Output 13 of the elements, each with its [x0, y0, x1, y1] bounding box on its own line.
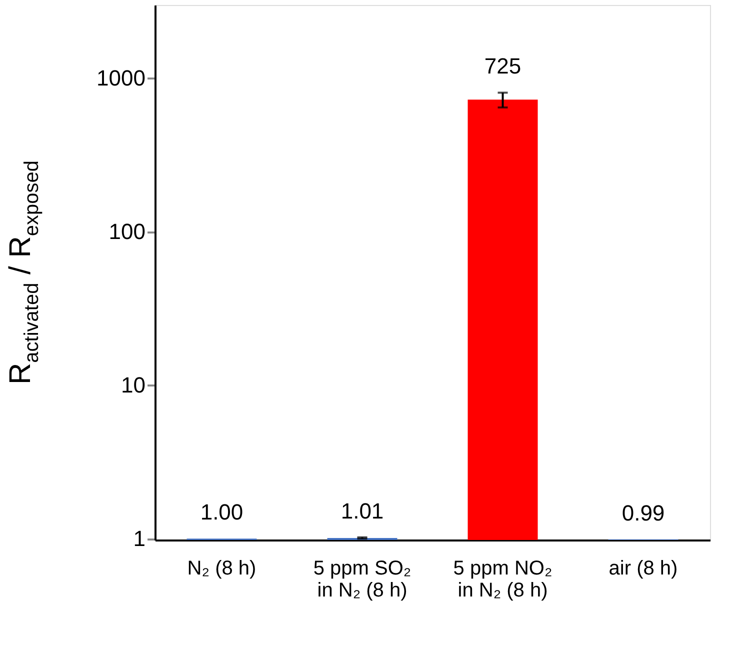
- y-tick-label: 100: [108, 219, 146, 244]
- y-tick-label: 1: [133, 526, 146, 552]
- x-tick-label: 5 ppm NO₂ in N₂ (8 h): [453, 558, 552, 602]
- data-label: 0.99: [622, 500, 665, 526]
- data-label: 725: [484, 54, 522, 79]
- y-tick-label: 1000: [96, 66, 146, 91]
- y-tick-label: 10: [121, 372, 146, 398]
- y-axis-title: Ractivated / Rexposed: [4, 160, 43, 384]
- data-label: 1.00: [200, 500, 244, 525]
- x-tick-label: N₂ (8 h): [187, 558, 256, 580]
- x-tick-label: air (8 h): [608, 558, 678, 580]
- x-tick-label: 5 ppm SO₂ in N₂ (8 h): [313, 558, 412, 602]
- data-label: 1.01: [340, 498, 384, 524]
